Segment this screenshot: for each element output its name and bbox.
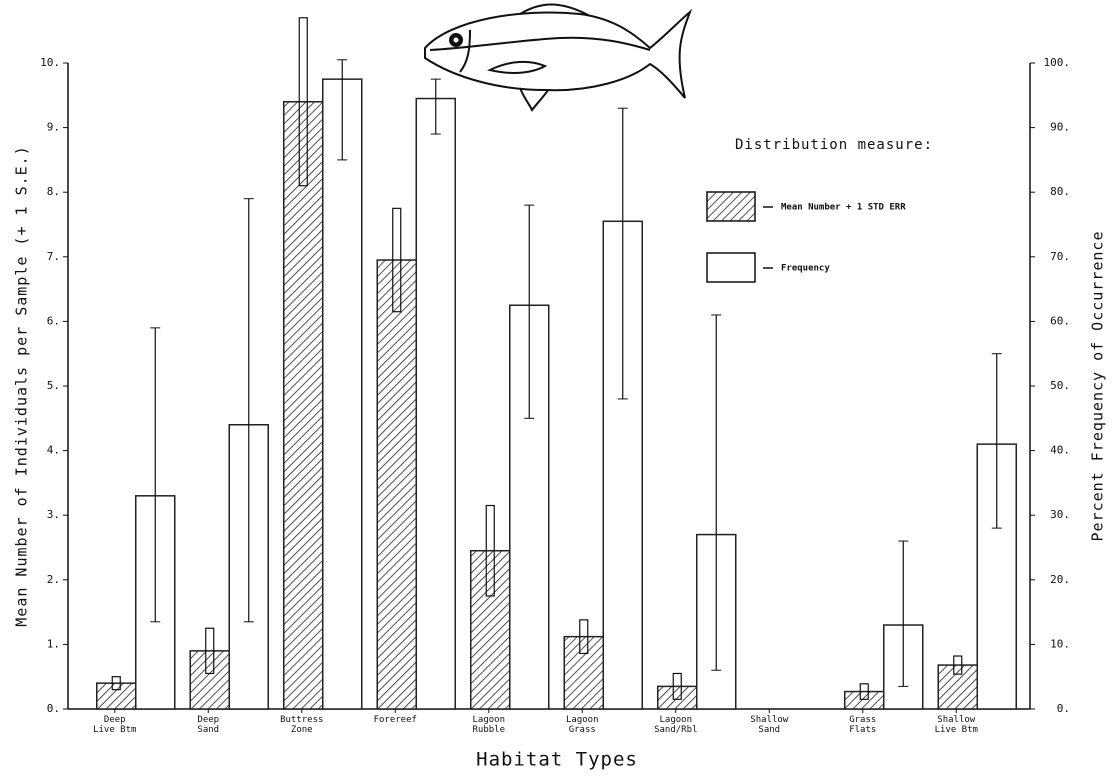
y-tick-label: 0.: [47, 702, 60, 715]
bar: [563, 635, 604, 710]
y2-tick-label: 100.: [1044, 56, 1071, 69]
y2-tick-label: 40.: [1050, 444, 1070, 457]
bar: [657, 685, 698, 710]
error-bar: [111, 676, 121, 691]
y2-tick-label: 80.: [1050, 185, 1070, 198]
legend-title: Distribution measure:: [735, 137, 933, 153]
x-tick-label-line: Deep: [197, 715, 219, 725]
x-tick-label: Shallow Sand: [750, 715, 789, 735]
y-tick-label: 6.: [47, 314, 60, 327]
x-tick-label-line: Shallow: [750, 715, 789, 725]
error-bar: [859, 683, 869, 700]
legend-swatch: [706, 252, 756, 283]
x-tick-label-line: Zone: [291, 725, 313, 735]
x-tick-label-line: Sand: [758, 725, 780, 735]
x-tick-label-line: Shallow: [937, 715, 976, 725]
error-bar: [205, 627, 215, 675]
x-tick-label-line: Flats: [849, 725, 876, 735]
y-tick-label: 3.: [47, 508, 60, 521]
y2-tick-label: 20.: [1050, 573, 1070, 586]
error-bar: [953, 655, 963, 675]
x-tick-label: Grass Flats: [849, 715, 876, 735]
bar: [96, 682, 137, 710]
y2-tick-label: 10.: [1050, 637, 1070, 650]
y-tick-label: 8.: [47, 185, 60, 198]
x-tick-label: Forereef: [374, 715, 417, 725]
x-tick-label-line: Rubble: [472, 725, 505, 735]
x-tick-label-line: Live Btm: [935, 725, 978, 735]
x-tick-label: Lagoon Sand/Rbl: [654, 715, 697, 735]
x-tick-label: Deep Live Btm: [93, 715, 136, 735]
y-tick-label: 1.: [47, 637, 60, 650]
bar: [844, 690, 885, 710]
x-tick-label-line: Lagoon: [659, 715, 692, 725]
y2-tick-label: 50.: [1050, 379, 1070, 392]
bar: [322, 78, 363, 710]
x-tick-label: Shallow Live Btm: [935, 715, 978, 735]
legend-swatch: [706, 191, 756, 222]
x-tick-label: Lagoon Grass: [566, 715, 599, 735]
x-tick-label-line: Grass: [849, 715, 876, 725]
x-tick-label-line: Forereef: [374, 715, 417, 725]
x-tick-label-line: Live Btm: [93, 725, 136, 735]
bar: [376, 259, 417, 710]
x-tick-label-line: Deep: [104, 715, 126, 725]
error-bar: [392, 207, 402, 313]
x-tick-label-line: Lagoon: [472, 715, 505, 725]
y2-tick-label: 60.: [1050, 314, 1070, 327]
legend-label: Mean Number + 1 STD ERR: [781, 203, 906, 213]
error-bar: [485, 504, 495, 597]
x-axis-title: Habitat Types: [476, 749, 638, 771]
y2-tick-label: 90.: [1050, 121, 1070, 134]
y-tick-label: 7.: [47, 250, 60, 263]
error-bar: [672, 672, 682, 700]
bar: [470, 549, 511, 710]
legend-label: Frequency: [781, 264, 830, 274]
y2-axis-title: Percent Frequency of Occurrence: [1089, 231, 1107, 542]
bar: [283, 101, 324, 710]
x-tick-label: Deep Sand: [197, 715, 219, 735]
y2-tick-label: 70.: [1050, 250, 1070, 263]
y-tick-label: 5.: [47, 379, 60, 392]
fish-illustration: [424, 3, 693, 112]
x-tick-label-line: Buttress: [280, 715, 323, 725]
bar: [415, 97, 456, 710]
x-tick-label-line: Sand/Rbl: [654, 725, 697, 735]
x-tick-label: Buttress Zone: [280, 715, 323, 735]
x-tick-label-line: Grass: [569, 725, 596, 735]
y-tick-label: 10.: [40, 56, 60, 69]
error-bar: [579, 619, 589, 655]
y-axis-title: Mean Number of Individuals per Sample (+…: [13, 145, 31, 626]
x-tick-label: Lagoon Rubble: [472, 715, 505, 735]
bar: [189, 650, 230, 710]
bar: [937, 664, 978, 710]
y-tick-label: 2.: [47, 573, 60, 586]
y2-tick-label: 30.: [1050, 508, 1070, 521]
x-tick-label-line: Lagoon: [566, 715, 599, 725]
x-tick-label-line: Sand: [197, 725, 219, 735]
y-tick-label: 9.: [47, 121, 60, 134]
y2-tick-label: 0.: [1057, 702, 1070, 715]
y-tick-label: 4.: [47, 444, 60, 457]
error-bar: [298, 17, 308, 187]
